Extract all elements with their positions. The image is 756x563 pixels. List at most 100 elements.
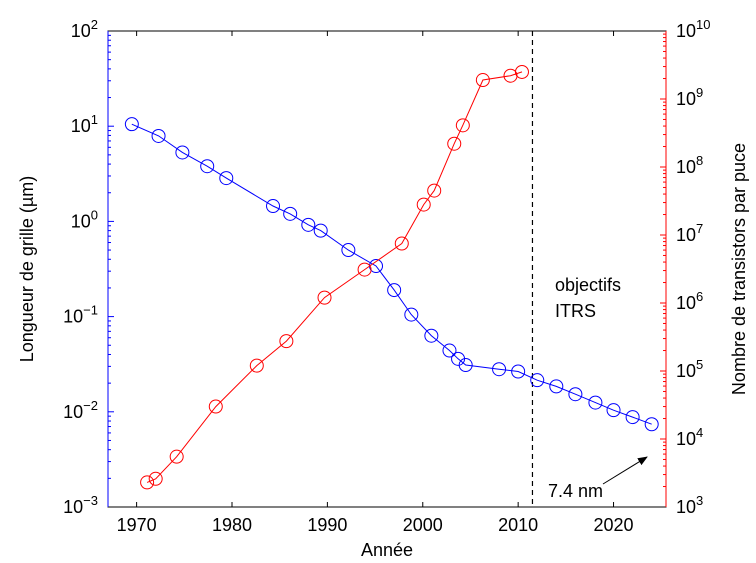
y-right-tick-label: 105 (676, 357, 703, 381)
tick-base: 10 (676, 293, 696, 313)
gate-length-point (588, 395, 603, 410)
gate-length-point (549, 379, 564, 394)
axis-ticks (108, 30, 666, 508)
gate-length-point (124, 117, 139, 132)
y-right-tick-label: 1010 (676, 17, 711, 41)
tick-base: 10 (676, 497, 696, 517)
gate-length-point (458, 358, 473, 373)
tick-base: 10 (676, 361, 696, 381)
tick-base: 10 (63, 497, 83, 517)
tick-exponent: −1 (83, 303, 98, 318)
tick-base: 10 (676, 429, 696, 449)
transistor-count-line (146, 71, 523, 483)
transistor-count-point (447, 136, 462, 151)
series-layer (124, 31, 659, 507)
tick-base: 10 (63, 307, 83, 327)
x-tick-label: 1990 (307, 515, 347, 535)
tick-base: 10 (63, 402, 83, 422)
gate-length-point (404, 307, 419, 322)
tick-exponent: −3 (83, 493, 98, 508)
tick-exponent: 9 (696, 85, 703, 100)
y-left-tick-label: 10−2 (63, 398, 98, 422)
y-left-tick-label: 10−3 (63, 493, 98, 517)
tick-exponent: 8 (696, 153, 703, 168)
transistor-count-point (140, 475, 155, 490)
tick-base: 10 (71, 21, 91, 41)
y-right-tick-label: 103 (676, 493, 703, 517)
tick-exponent: 1 (91, 112, 98, 127)
tick-base: 10 (676, 225, 696, 245)
gate-length-point (644, 417, 659, 432)
final-value-arrow (602, 456, 648, 485)
gate-length-point (175, 145, 190, 160)
transistor-count-point (208, 399, 223, 414)
labels-layer: 1970 1980 1990 2000 2010 202010210110010−110−… (63, 17, 710, 535)
itrs-label-line1: objectifs (555, 275, 621, 295)
gate-length-point (625, 410, 640, 425)
tick-exponent: 6 (696, 289, 703, 304)
gate-length-point (219, 171, 234, 186)
y-right-tick-label: 106 (676, 289, 703, 313)
x-tick-label: 1970 (117, 515, 157, 535)
transistor-count-point (148, 471, 163, 486)
left-axis-title: Longueur de grille (µm) (17, 176, 37, 362)
y-left-tick-label: 101 (71, 112, 98, 136)
y-right-tick-label: 109 (676, 85, 703, 109)
y-right-tick-label: 104 (676, 425, 703, 449)
y-left-tick-label: 102 (71, 17, 98, 41)
itrs-label-line2: ITRS (555, 301, 596, 321)
gate-length-point (151, 128, 166, 143)
transistor-count-point (249, 358, 264, 373)
gate-length-line (131, 123, 652, 425)
x-tick-label: 1980 (212, 515, 252, 535)
transistor-count-point (394, 236, 409, 251)
gate-length-point (301, 217, 316, 232)
gate-length-point (568, 387, 583, 402)
transistor-count-point (169, 449, 184, 464)
gate-length-point (442, 343, 457, 358)
transistor-count-point (357, 262, 372, 277)
gate-length-point (511, 364, 526, 379)
tick-base: 10 (676, 89, 696, 109)
transistor-count-point (317, 290, 332, 305)
x-axis-title: Année (361, 540, 413, 560)
y-right-tick-label: 108 (676, 153, 703, 177)
gate-length-point (424, 328, 439, 343)
gate-length-point (492, 362, 507, 377)
tick-exponent: 3 (696, 493, 703, 508)
transistor-count-point (416, 197, 431, 212)
transistor-count-point (455, 118, 470, 133)
gate-length-point (283, 206, 298, 221)
gate-length-point (313, 223, 328, 238)
tick-base: 10 (71, 116, 91, 136)
tick-exponent: −2 (83, 398, 98, 413)
tick-base: 10 (676, 157, 696, 177)
x-tick-label: 2020 (594, 515, 634, 535)
tick-exponent: 10 (696, 17, 710, 32)
gate-length-point (341, 243, 356, 258)
x-tick-label: 2010 (498, 515, 538, 535)
y-left-tick-label: 10−1 (63, 303, 98, 327)
y-left-tick-label: 100 (71, 207, 98, 231)
tick-exponent: 4 (696, 425, 703, 440)
transistor-count-point (427, 183, 442, 198)
transistor-count-point (475, 73, 490, 88)
x-tick-label: 2000 (403, 515, 443, 535)
tick-exponent: 7 (696, 221, 703, 236)
tick-exponent: 2 (91, 17, 98, 32)
transistor-count-point (514, 64, 529, 79)
tick-exponent: 0 (91, 207, 98, 222)
right-axis-title: Nombre de transistors par puce (729, 143, 749, 395)
plot-frame (107, 30, 667, 508)
final-value-label: 7.4 nm (548, 481, 603, 501)
gate-length-point (387, 283, 402, 298)
gate-length-point (266, 199, 281, 214)
y-right-tick-label: 107 (676, 221, 703, 245)
gate-length-point (200, 159, 215, 174)
gate-length-point (530, 373, 545, 388)
tick-exponent: 5 (696, 357, 703, 372)
transistor-count-point (279, 334, 294, 349)
tick-base: 10 (676, 21, 696, 41)
tick-base: 10 (71, 211, 91, 231)
